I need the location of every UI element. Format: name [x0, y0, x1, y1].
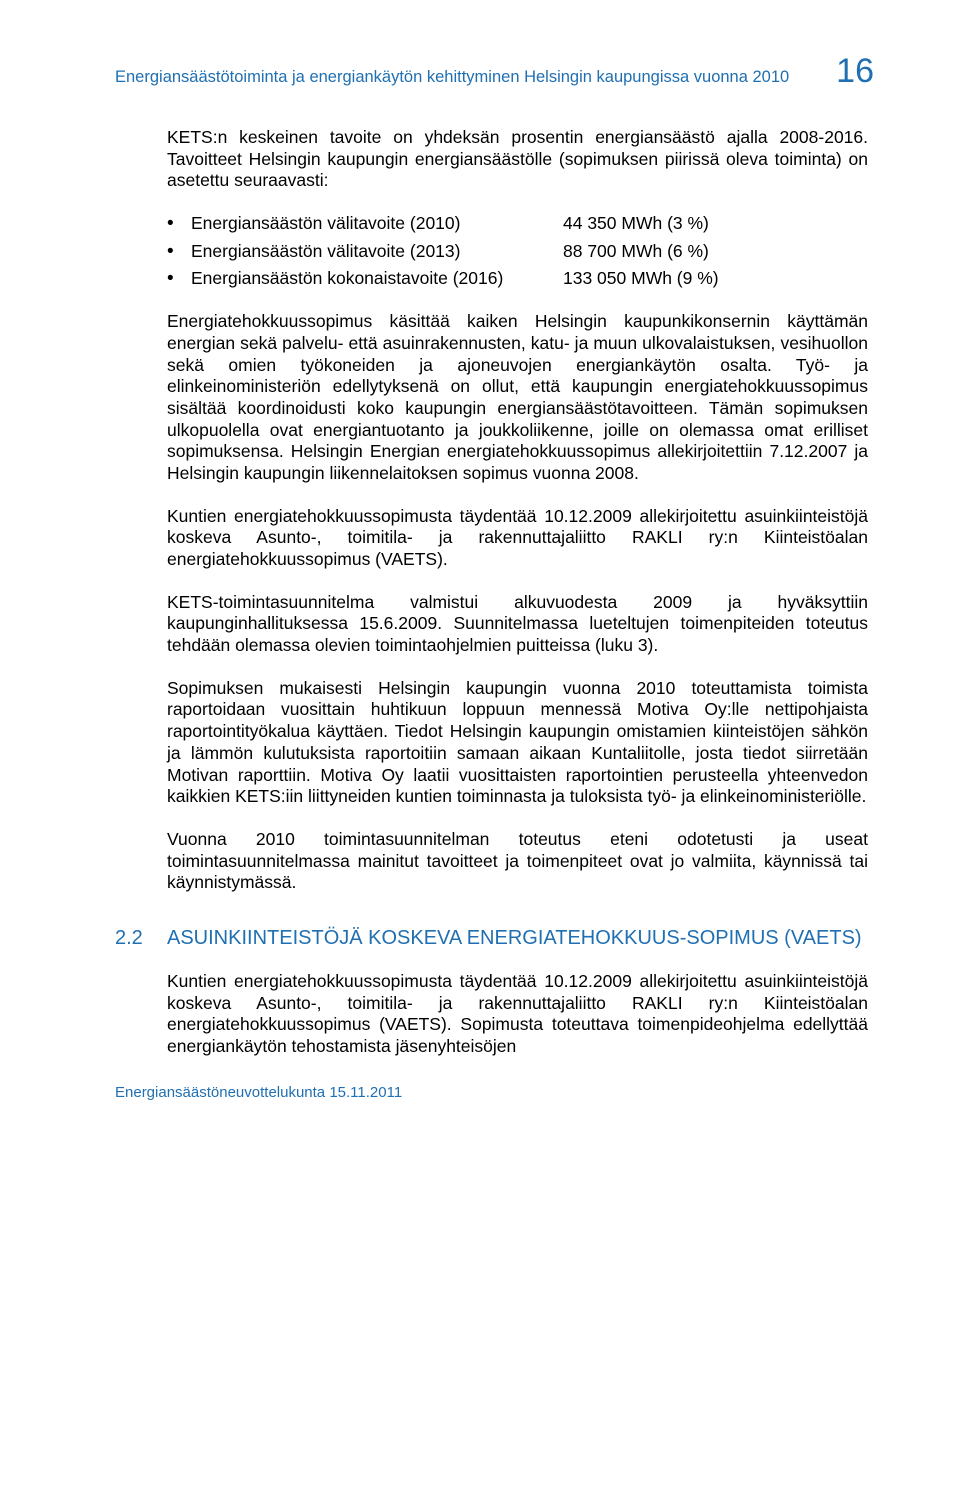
bullet-label: Energiansäästön kokonaistavoite (2016)	[191, 268, 563, 290]
body-paragraph: Energiatehokkuussopimus käsittää kaiken …	[167, 311, 868, 485]
page-number: 16	[836, 52, 874, 91]
targets-list: • Energiansäästön välitavoite (2010) 44 …	[167, 213, 868, 290]
bullet-label: Energiansäästön välitavoite (2010)	[191, 213, 563, 235]
page-header: Energiansäästötoiminta ja energiankäytön…	[115, 52, 868, 91]
list-item: • Energiansäästön välitavoite (2013) 88 …	[167, 241, 868, 263]
bullet-icon: •	[167, 214, 191, 233]
header-title: Energiansäästötoiminta ja energiankäytön…	[115, 68, 789, 87]
section-paragraph: Kuntien energiatehokkuussopimusta täyden…	[167, 971, 868, 1058]
bullet-icon: •	[167, 269, 191, 288]
section-number: 2.2	[115, 926, 167, 951]
list-item: • Energiansäästön kokonaistavoite (2016)…	[167, 268, 868, 290]
content-area: KETS:n keskeinen tavoite on yhdeksän pro…	[115, 127, 868, 1058]
body-paragraph: Sopimuksen mukaisesti Helsingin kaupungi…	[167, 678, 868, 808]
section-heading: 2.2 ASUINKIINTEISTÖJÄ KOSKEVA ENERGIATEH…	[167, 926, 868, 951]
bullet-icon: •	[167, 242, 191, 261]
bullet-value: 133 050 MWh (9 %)	[563, 268, 719, 290]
body-paragraph: Kuntien energiatehokkuussopimusta täyden…	[167, 506, 868, 571]
page-footer: Energiansäästöneuvottelukunta 15.11.2011	[115, 1084, 868, 1101]
bullet-value: 44 350 MWh (3 %)	[563, 213, 709, 235]
bullet-value: 88 700 MWh (6 %)	[563, 241, 709, 263]
list-item: • Energiansäästön välitavoite (2010) 44 …	[167, 213, 868, 235]
body-paragraph: Vuonna 2010 toimintasuunnitelman toteutu…	[167, 829, 868, 894]
section-title: ASUINKIINTEISTÖJÄ KOSKEVA ENERGIATEHOKKU…	[167, 926, 862, 951]
body-paragraph: KETS-toimintasuunnitelma valmistui alkuv…	[167, 592, 868, 657]
intro-paragraph: KETS:n keskeinen tavoite on yhdeksän pro…	[167, 127, 868, 192]
bullet-label: Energiansäästön välitavoite (2013)	[191, 241, 563, 263]
